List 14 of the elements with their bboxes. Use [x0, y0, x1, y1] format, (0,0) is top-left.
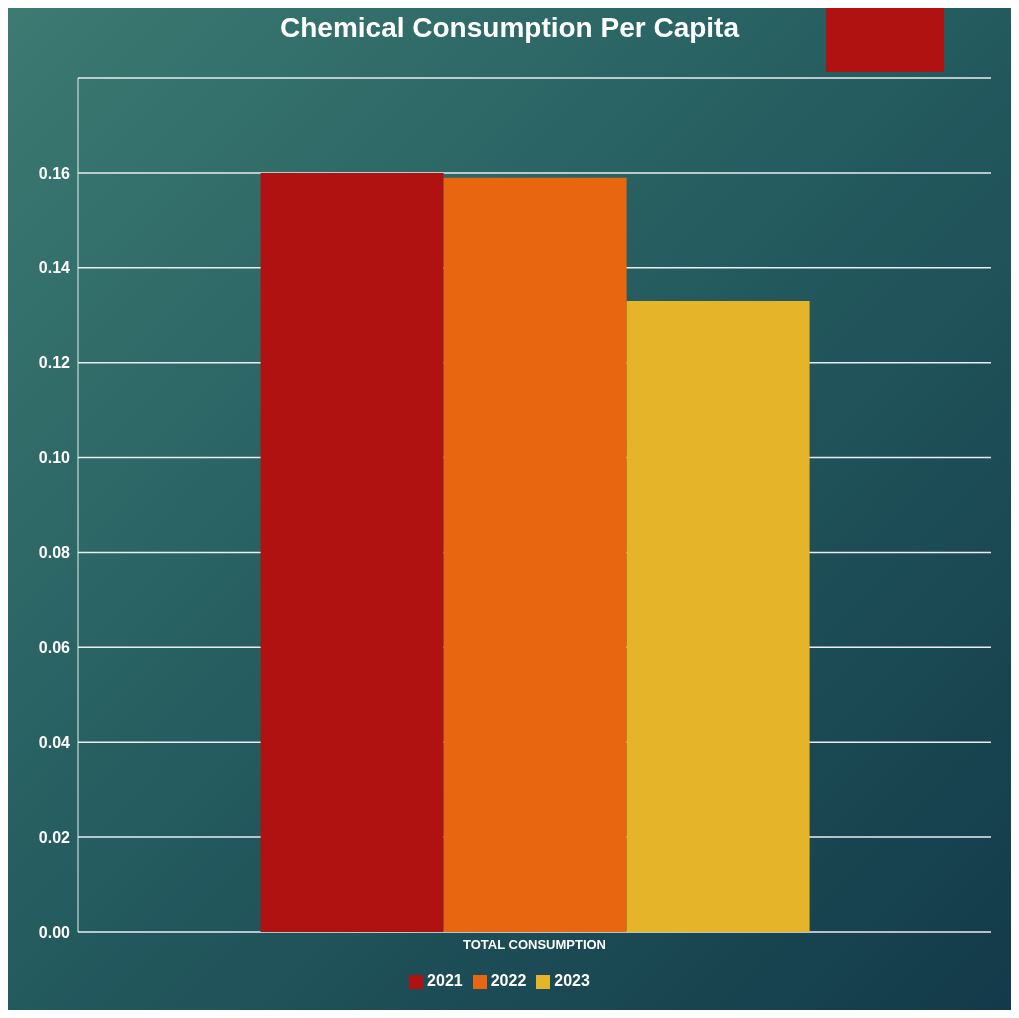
- legend-label: 2022: [490, 972, 527, 989]
- legend-label: 2021: [427, 972, 463, 989]
- y-tick-label: 0.00: [38, 923, 71, 941]
- y-tick-label: 0.10: [38, 449, 71, 467]
- legend-label: 2023: [554, 972, 590, 989]
- y-tick-label: 0.12: [38, 354, 71, 372]
- y-tick-label: 0.04: [38, 733, 71, 751]
- y-tick-label: 0.16: [38, 164, 71, 182]
- x-tick-label: TOTAL CONSUMPTION: [463, 937, 606, 953]
- y-tick-label: 0.08: [38, 544, 71, 562]
- y-tick-label: 0.02: [38, 828, 71, 846]
- y-tick-label: 0.14: [38, 259, 71, 277]
- chart-title: Chemical Consumption Per Capita: [279, 12, 741, 44]
- y-tick-label: 0.06: [38, 639, 71, 657]
